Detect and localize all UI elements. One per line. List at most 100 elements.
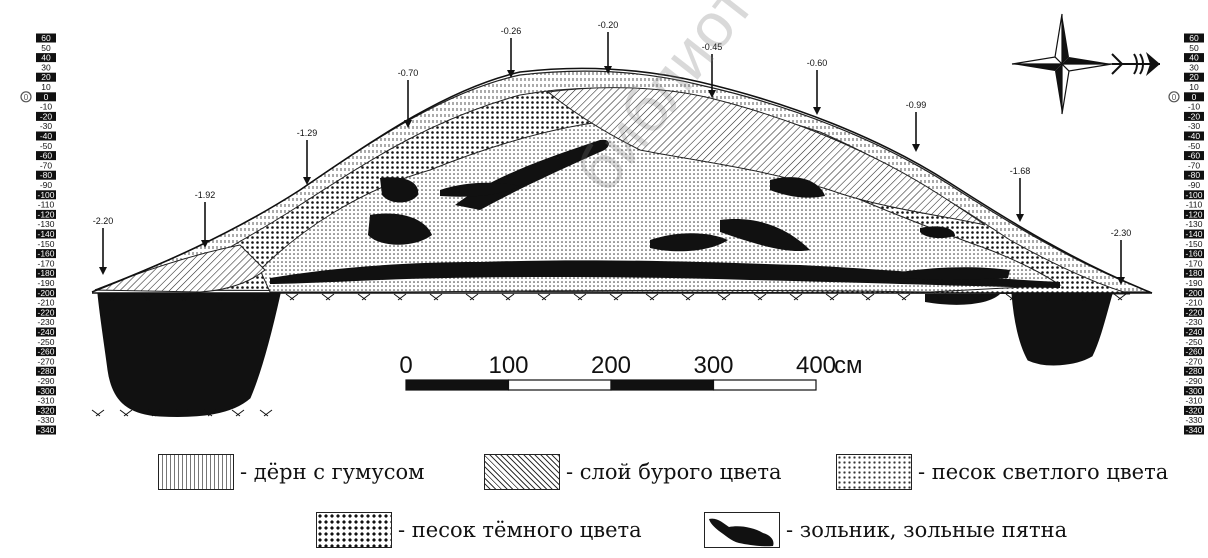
- ruler-cell: [36, 151, 56, 161]
- ruler-label: -230: [37, 317, 54, 327]
- legend-item-dark-sand: - песок тёмного цвета: [316, 512, 642, 548]
- ruler-cell: [1184, 33, 1204, 43]
- depth-marker-label: -1.68: [1010, 166, 1031, 176]
- ruler-cell: [36, 160, 56, 170]
- ruler-label: -130: [1185, 219, 1202, 229]
- ruler-label: -340: [37, 425, 54, 435]
- scale-label: 200: [591, 352, 631, 379]
- ruler-label: -110: [38, 200, 55, 210]
- ruler-label: -280: [1185, 366, 1202, 376]
- ruler-cell: [1184, 298, 1204, 308]
- ruler-label: -280: [37, 366, 54, 376]
- ruler-cell: [1184, 258, 1204, 268]
- ash-lens: [440, 182, 520, 197]
- depth-marker: -0.20: [598, 20, 618, 74]
- ruler-cell: [36, 131, 56, 141]
- ruler-label: -320: [1185, 405, 1202, 415]
- ruler-cell: [1184, 141, 1204, 151]
- ruler-cell: [1184, 43, 1204, 53]
- pit-left: [97, 293, 281, 417]
- ruler-cell: [36, 190, 56, 200]
- ruler-cell: [36, 111, 56, 121]
- ruler-label: -60: [40, 151, 53, 161]
- ruler-label: -210: [1185, 298, 1202, 308]
- depth-marker-label: -2.20: [93, 216, 114, 226]
- ruler-label: 0: [44, 92, 49, 102]
- ruler-label: 20: [1189, 72, 1199, 82]
- ruler-label: 0: [1192, 92, 1197, 102]
- ruler-cell: [36, 229, 56, 239]
- legend-label-ash: - зольник, зольные пятна: [786, 518, 1068, 542]
- ruler-cell: [1184, 200, 1204, 210]
- ruler-label: -170: [1185, 258, 1202, 268]
- ruler-label: -70: [40, 160, 53, 170]
- ruler-label: -240: [1185, 327, 1202, 337]
- legend-label-light-sand: - песок светлого цвета: [918, 460, 1169, 484]
- ruler-cell: [1184, 151, 1204, 161]
- ruler-cell: [36, 396, 56, 406]
- legend-label-sod: - дёрн с гумусом: [240, 460, 425, 484]
- ruler-cell: [36, 347, 56, 357]
- ruler-label: -160: [1185, 249, 1202, 259]
- ruler-cell: [36, 317, 56, 327]
- ash-lens: [380, 177, 419, 203]
- ruler-label: -270: [1185, 356, 1202, 366]
- ruler-label: -100: [1185, 190, 1202, 200]
- ruler-cell: [1184, 405, 1204, 415]
- ruler-label: -200: [1185, 288, 1202, 298]
- ruler-cell: [1184, 82, 1204, 92]
- depth-marker: -0.60: [807, 58, 827, 115]
- ruler-cell: [1184, 239, 1204, 249]
- ruler-label: 40: [1189, 53, 1199, 63]
- ruler-label: -190: [1185, 278, 1202, 288]
- scale-label: 0: [399, 352, 412, 379]
- ruler-cell: [36, 219, 56, 229]
- ruler-cell: [1184, 356, 1204, 366]
- ruler-cell: [36, 141, 56, 151]
- ruler-label: -170: [37, 258, 54, 268]
- scale-segment: [507, 379, 612, 391]
- ruler-cell: [1184, 190, 1204, 200]
- ruler-cell: [1184, 317, 1204, 327]
- ruler-label: -150: [37, 239, 54, 249]
- ruler-label: 30: [41, 62, 51, 72]
- ruler-label: -120: [1185, 209, 1202, 219]
- ruler-label: -230: [1185, 317, 1202, 327]
- ruler-cell: [36, 33, 56, 43]
- depth-marker: -0.99: [906, 100, 926, 152]
- ash-lens: [368, 213, 432, 245]
- ruler-label: 30: [1189, 62, 1199, 72]
- depth-marker: -1.68: [1010, 166, 1031, 222]
- ruler-label: -310: [37, 396, 54, 406]
- ruler-cell: [1184, 111, 1204, 121]
- legend-swatch-light-sand: [836, 454, 912, 490]
- depth-marker-label: -1.92: [195, 190, 216, 200]
- ruler-cell: [1184, 327, 1204, 337]
- ruler-label: -180: [1185, 268, 1202, 278]
- ruler-label: -190: [37, 278, 54, 288]
- ruler-label: -300: [37, 386, 54, 396]
- ruler-cell: [36, 268, 56, 278]
- mound-outline: [91, 67, 1153, 294]
- ruler-zero-marker: [20, 91, 32, 103]
- ruler-label: -20: [1188, 111, 1201, 121]
- depth-marker-label: -2.30: [1111, 228, 1132, 238]
- ruler-label: -10: [40, 102, 53, 112]
- ruler-cell: [36, 356, 56, 366]
- ruler-label: 60: [41, 33, 51, 43]
- ruler-label: -250: [37, 337, 54, 347]
- ruler-cell: [36, 307, 56, 317]
- legend-item-sod: - дёрн с гумусом: [158, 454, 424, 490]
- ruler-cell: [36, 72, 56, 82]
- ruler-left: 6050403020100-10-20-30-40-50-60-70-80-90…: [20, 33, 56, 435]
- ruler-cell: [1184, 278, 1204, 288]
- ash-lens: [650, 233, 728, 252]
- ruler-cell: [36, 386, 56, 396]
- ground-hatching: [91, 293, 1127, 417]
- ruler-cell: [36, 62, 56, 72]
- ruler-cell: [36, 92, 56, 102]
- ruler-label: -40: [1188, 131, 1201, 141]
- ash-lens: [920, 226, 955, 239]
